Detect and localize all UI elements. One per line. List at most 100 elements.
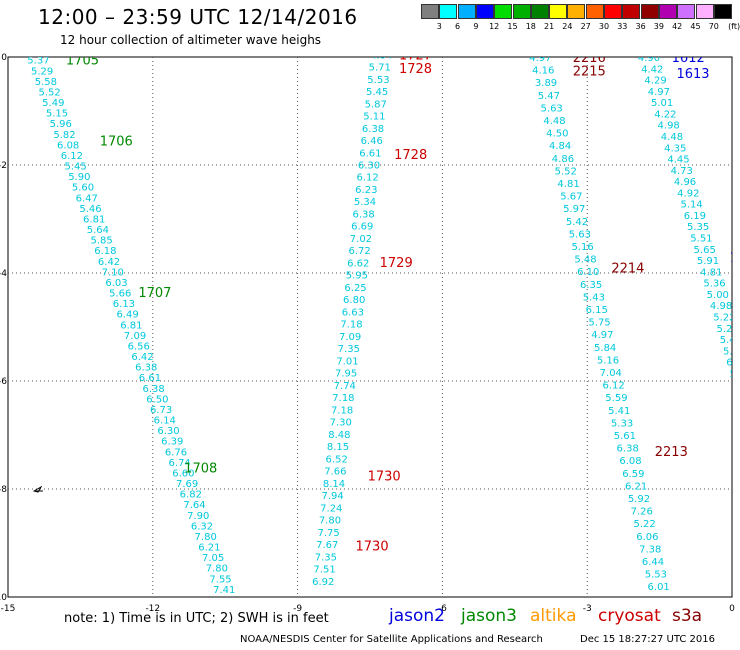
swh-value: 4.29 [644,76,666,87]
swh-value: 6.12 [357,173,379,184]
swh-value: 6.15 [586,305,608,316]
swh-value: 6.18 [94,246,116,257]
swh-value: 6.35 [580,280,602,291]
colorbar-swatch [640,4,659,19]
swh-value: 6.81 [120,320,142,331]
swh-value: 6.61 [139,373,161,384]
swh-value: 5.36 [703,279,725,290]
swh-value: 7.74 [334,381,356,392]
swh-value: 5.01 [651,98,673,109]
y-tick-label: 0 [1,53,7,63]
colorbar-label: 24 [562,22,573,31]
swh-value: 4.97 [529,53,551,64]
x-tick-label: -15 [1,604,16,614]
pass-time-label: 16 [730,251,740,266]
colorbar-label: 27 [580,22,591,31]
colorbar-swatch [567,4,586,19]
swh-value: 5.90 [68,172,90,183]
swh-value: 7.01 [336,356,358,367]
swh-value: 5.34 [354,197,376,208]
swh-value: 6.30 [157,426,179,437]
swh-value: 5.42 [566,217,588,228]
swh-value: 4.81 [700,267,722,278]
generation-timestamp: Dec 15 18:27:27 UTC 2016 [580,634,715,645]
colorbar-label: 33 [617,22,628,31]
y-tick-label: -10 [0,593,7,603]
colorbar-swatch [622,4,641,19]
swh-value: 5.22 [633,519,655,530]
swh-value: 7.35 [315,552,337,563]
pass-time-label: 2214 [611,262,644,277]
swh-value: 7.64 [183,500,205,511]
pass-time-label: 1612 [672,51,705,66]
swh-value: 4.81 [557,179,579,190]
swh-value: 5.97 [563,204,585,215]
pass-time-label: 1730 [356,540,389,555]
swh-value: 7.18 [332,393,354,404]
swh-value: 5.95 [346,271,368,282]
credit-line: NOAA/NESDIS Center for Satellite Applica… [240,634,543,645]
swh-value: 6.46 [361,136,383,147]
swh-value: 4.92 [677,188,699,199]
colorbar-label: 21 [544,22,555,31]
colorbar-label: 9 [473,22,479,31]
swh-value: 5.61 [614,431,636,442]
swh-value: 7.80 [206,564,228,575]
swh-value: 6.42 [131,352,153,363]
swh-value: 5.85 [90,236,112,247]
swh-value: 6.61 [359,148,381,159]
swh-value: 7.67 [316,540,338,551]
y-tick-label: -2 [0,161,7,171]
swh-value: 6.01 [648,582,670,593]
swh-value: 6.59 [622,469,644,480]
swh-value: 6.03 [105,278,127,289]
swh-value: 6.08 [619,456,641,467]
swh-value: 6.25 [344,283,366,294]
swh-value: 7.09 [124,331,146,342]
swh-value: 5.22 [713,312,735,323]
colorbar-label: 70 [708,22,719,31]
swh-value: 4.84 [549,141,571,152]
swh-value: 7.35 [338,344,360,355]
swh-value: 6.13 [113,299,135,310]
map-title: 12:00 – 23:59 UTC 12/14/2016 [38,5,358,29]
swh-value: 6.06 [636,532,658,543]
colorbar-label: 45 [690,22,701,31]
swh-value: 5.11 [363,112,385,123]
swh-value: 3.89 [535,78,557,89]
swh-value: 5.15 [46,109,68,120]
swh-value: 6.38 [135,363,157,374]
swh-value: 7.18 [340,320,362,331]
swh-value: 6.0 [726,358,740,369]
marker-arrow-icon [32,485,43,493]
swh-value: 6.74 [169,458,191,469]
swh-value: 5.65 [694,245,716,256]
swh-value: 4.16 [532,66,554,77]
pass-time-label: 1613 [676,67,709,82]
swh-value: 5.52 [38,87,60,98]
swh-value: 6.30 [358,160,380,171]
swh-value: 5.58 [35,77,57,88]
swh-value: 7.10 [102,267,124,278]
swh-value: 5.37 [27,56,49,67]
legend-jason3: jason3 [461,606,517,626]
swh-value: 7.24 [320,503,342,514]
swh-value: 5.59 [605,393,627,404]
swh-value: 6.32 [191,521,213,532]
colorbar-unit: (ft) [728,22,740,31]
swh-value: 7.41 [213,585,235,596]
tracks-layer: 5.375.295.585.525.495.155.965.826.086.12… [27,51,740,596]
swh-value: 4.50 [546,129,568,140]
colorbar-swatch [439,4,458,19]
swh-value: 7.26 [631,507,653,518]
pass-time-label: 1706 [100,135,133,150]
swh-value: 6.38 [617,444,639,455]
swh-value: 6.60 [172,468,194,479]
swh-value: 6.50 [146,394,168,405]
swh-value: 7.09 [339,332,361,343]
swh-value: 6.38 [362,124,384,135]
swh-value: 7.80 [319,516,341,527]
x-tick-label: -12 [145,604,160,614]
swh-value: 6.72 [348,246,370,257]
swh-value: 4.48 [543,116,565,127]
